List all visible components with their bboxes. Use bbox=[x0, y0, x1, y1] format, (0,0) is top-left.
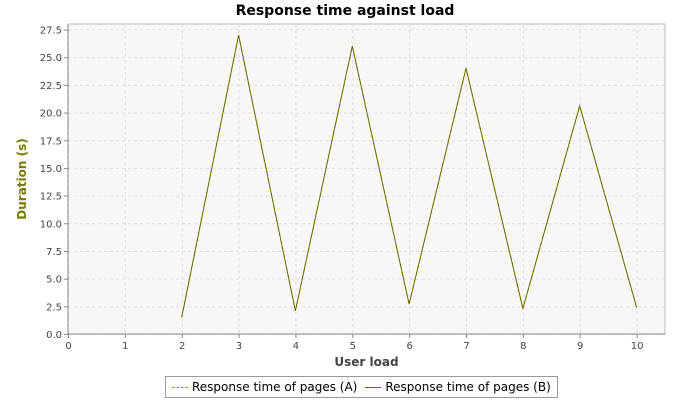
y-tick-label: 10.0 bbox=[40, 219, 62, 230]
legend-swatch-dashed-line-icon bbox=[172, 386, 188, 388]
y-tick-label: 27.5 bbox=[40, 26, 62, 37]
x-tick-label: 0 bbox=[65, 341, 71, 352]
x-tick-label: 10 bbox=[631, 341, 644, 352]
series-lines bbox=[181, 34, 638, 318]
x-tick-label: 9 bbox=[577, 341, 583, 352]
series-line-b bbox=[181, 34, 638, 318]
axes: 0.0 2.5 5.0 7.5 10.0 12.5 15.0 17.5 20.0 22.5 25.0… bbox=[40, 24, 665, 352]
y-axis-label: Duration (s) bbox=[15, 138, 29, 219]
y-tick-label: 2.5 bbox=[46, 302, 62, 313]
chart-title: Response time against load bbox=[235, 3, 455, 19]
y-tick-label: 0.0 bbox=[46, 330, 62, 341]
x-tick-label: 2 bbox=[179, 341, 185, 352]
y-tick-label: 17.5 bbox=[40, 136, 62, 147]
x-tick-label: 6 bbox=[406, 341, 412, 352]
x-axis-label: User load bbox=[334, 355, 398, 369]
legend-item-series-a: Response time of pages (A) bbox=[172, 380, 357, 394]
legend: Response time of pages (A) Response time… bbox=[165, 376, 558, 398]
y-tick-label: 15.0 bbox=[40, 164, 62, 175]
y-tick-label: 7.5 bbox=[46, 247, 62, 258]
x-tick-label: 3 bbox=[236, 341, 242, 352]
x-tick-label: 8 bbox=[520, 341, 526, 352]
legend-item-series-b: Response time of pages (B) bbox=[365, 380, 551, 394]
plot-area bbox=[67, 23, 666, 335]
y-tick-label: 5.0 bbox=[46, 275, 62, 286]
x-tick-label: 1 bbox=[122, 341, 128, 352]
legend-swatch-solid-line-icon bbox=[365, 386, 382, 388]
x-tick-label: 4 bbox=[293, 341, 299, 352]
y-tick-label: 20.0 bbox=[40, 109, 62, 120]
x-tick-label: 5 bbox=[350, 341, 356, 352]
legend-label-series-b: Response time of pages (B) bbox=[385, 380, 551, 394]
legend-label-series-a: Response time of pages (A) bbox=[192, 380, 358, 394]
y-tick-label: 12.5 bbox=[40, 192, 62, 203]
y-tick-label: 22.5 bbox=[40, 81, 62, 92]
x-tick-label: 7 bbox=[463, 341, 469, 352]
y-tick-label: 25.0 bbox=[40, 53, 62, 64]
